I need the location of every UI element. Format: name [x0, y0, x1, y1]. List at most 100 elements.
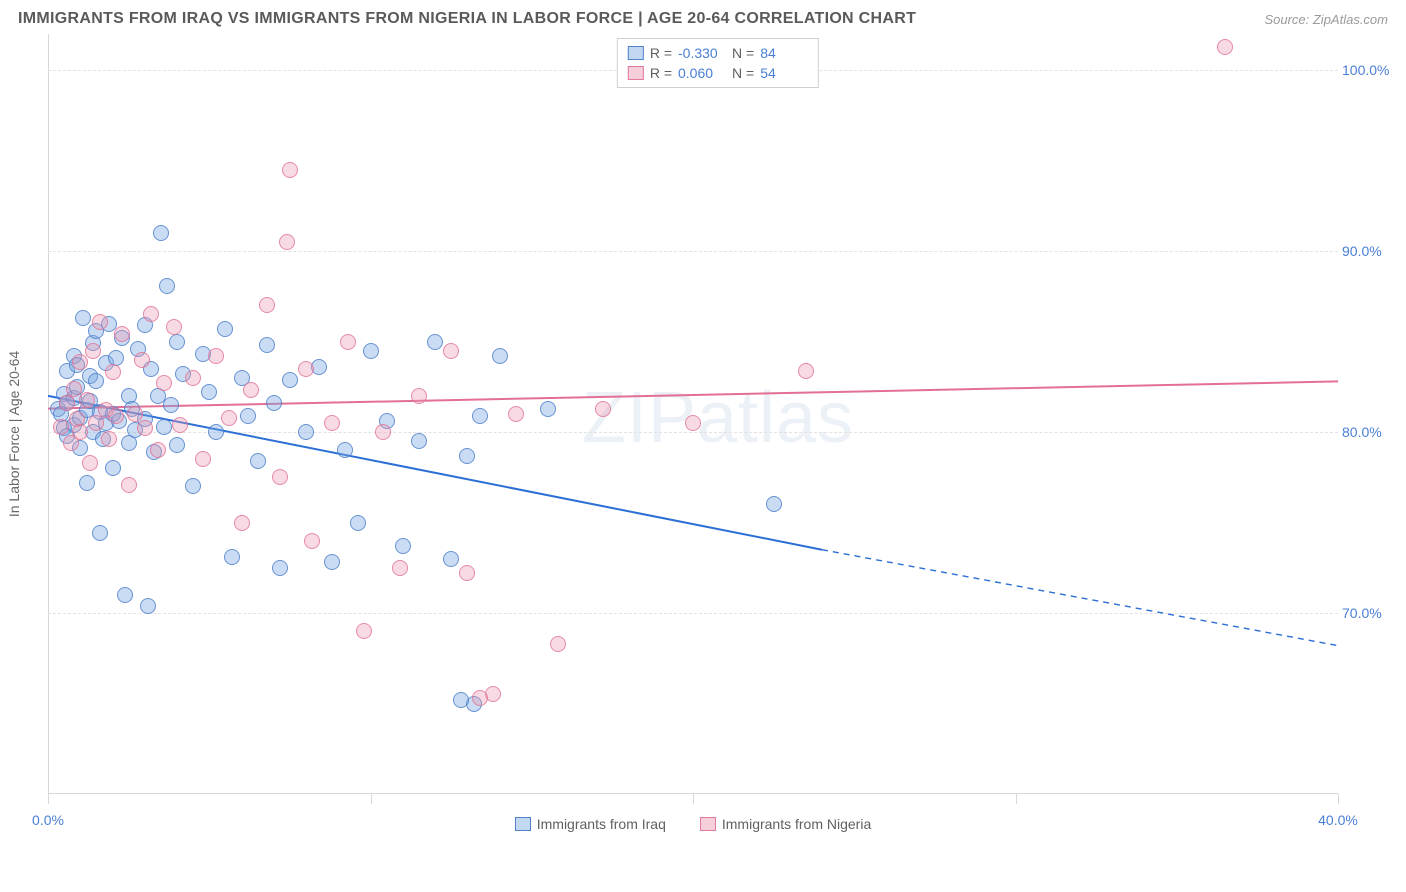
legend-stats-row: R = 0.060 N = 54 [628, 63, 808, 83]
scatter-point [298, 424, 314, 440]
legend-item: Immigrants from Nigeria [700, 816, 871, 832]
x-tick [693, 794, 694, 804]
scatter-point [240, 408, 256, 424]
legend-stats-row: R = -0.330 N = 84 [628, 43, 808, 63]
n-label: N = [732, 63, 754, 83]
scatter-point [259, 337, 275, 353]
correlation-chart: In Labor Force | Age 20-64 ZIPatlas R = … [48, 34, 1388, 834]
scatter-point [272, 469, 288, 485]
scatter-point [279, 234, 295, 250]
scatter-point [185, 370, 201, 386]
y-tick-label: 80.0% [1342, 424, 1388, 440]
scatter-point [375, 424, 391, 440]
scatter-point [234, 515, 250, 531]
y-tick-label: 70.0% [1342, 605, 1388, 621]
scatter-point [324, 415, 340, 431]
scatter-point [243, 382, 259, 398]
scatter-point [185, 478, 201, 494]
scatter-point [127, 406, 143, 422]
scatter-point [340, 334, 356, 350]
legend-stats: R = -0.330 N = 84 R = 0.060 N = 54 [617, 38, 819, 88]
r-label: R = [650, 63, 672, 83]
n-value: 84 [760, 43, 808, 63]
legend-series: Immigrants from Iraq Immigrants from Nig… [48, 816, 1338, 832]
scatter-point [395, 538, 411, 554]
scatter-point [105, 364, 121, 380]
scatter-point [134, 352, 150, 368]
scatter-point [208, 348, 224, 364]
scatter-point [550, 636, 566, 652]
scatter-point [224, 549, 240, 565]
scatter-point [166, 319, 182, 335]
legend-label: Immigrants from Iraq [537, 816, 666, 832]
legend-label: Immigrants from Nigeria [722, 816, 871, 832]
scatter-point [472, 690, 488, 706]
scatter-point [92, 314, 108, 330]
scatter-point [117, 587, 133, 603]
scatter-point [443, 343, 459, 359]
grid-line [48, 251, 1338, 252]
legend-item: Immigrants from Iraq [515, 816, 666, 832]
scatter-point [282, 162, 298, 178]
y-tick-label: 100.0% [1342, 62, 1388, 78]
grid-line [48, 613, 1338, 614]
swatch-icon [515, 817, 531, 831]
scatter-point [121, 477, 137, 493]
y-axis-label: In Labor Force | Age 20-64 [6, 351, 22, 517]
scatter-point [108, 408, 124, 424]
scatter-point [79, 475, 95, 491]
scatter-point [298, 361, 314, 377]
scatter-point [172, 417, 188, 433]
scatter-point [201, 384, 217, 400]
x-tick [371, 794, 372, 804]
scatter-point [217, 321, 233, 337]
x-tick-label: 0.0% [32, 812, 64, 828]
scatter-point [459, 448, 475, 464]
scatter-point [304, 533, 320, 549]
scatter-point [159, 278, 175, 294]
r-label: R = [650, 43, 672, 63]
scatter-point [169, 437, 185, 453]
scatter-point [105, 460, 121, 476]
scatter-point [85, 343, 101, 359]
scatter-point [53, 419, 69, 435]
grid-line [48, 432, 1338, 433]
scatter-point [472, 408, 488, 424]
scatter-point [282, 372, 298, 388]
scatter-point [150, 442, 166, 458]
scatter-point [72, 354, 88, 370]
scatter-point [140, 598, 156, 614]
scatter-point [195, 451, 211, 467]
scatter-point [163, 397, 179, 413]
scatter-point [350, 515, 366, 531]
scatter-point [443, 551, 459, 567]
x-tick [1016, 794, 1017, 804]
scatter-point [508, 406, 524, 422]
x-tick [1338, 794, 1339, 804]
n-label: N = [732, 43, 754, 63]
scatter-point [337, 442, 353, 458]
x-tick-label: 40.0% [1318, 812, 1358, 828]
scatter-point [392, 560, 408, 576]
scatter-point [156, 419, 172, 435]
scatter-point [266, 395, 282, 411]
x-tick [48, 794, 49, 804]
chart-title: IMMIGRANTS FROM IRAQ VS IMMIGRANTS FROM … [18, 10, 916, 28]
scatter-point [411, 388, 427, 404]
scatter-point [459, 565, 475, 581]
scatter-point [88, 373, 104, 389]
scatter-point [169, 334, 185, 350]
scatter-point [427, 334, 443, 350]
scatter-point [595, 401, 611, 417]
scatter-point [540, 401, 556, 417]
r-value: -0.330 [678, 43, 726, 63]
source-citation: Source: ZipAtlas.com [1264, 12, 1388, 27]
scatter-point [356, 623, 372, 639]
scatter-point [259, 297, 275, 313]
scatter-point [72, 424, 88, 440]
scatter-point [108, 350, 124, 366]
swatch-icon [700, 817, 716, 831]
scatter-point [143, 306, 159, 322]
scatter-point [411, 433, 427, 449]
scatter-point [75, 310, 91, 326]
